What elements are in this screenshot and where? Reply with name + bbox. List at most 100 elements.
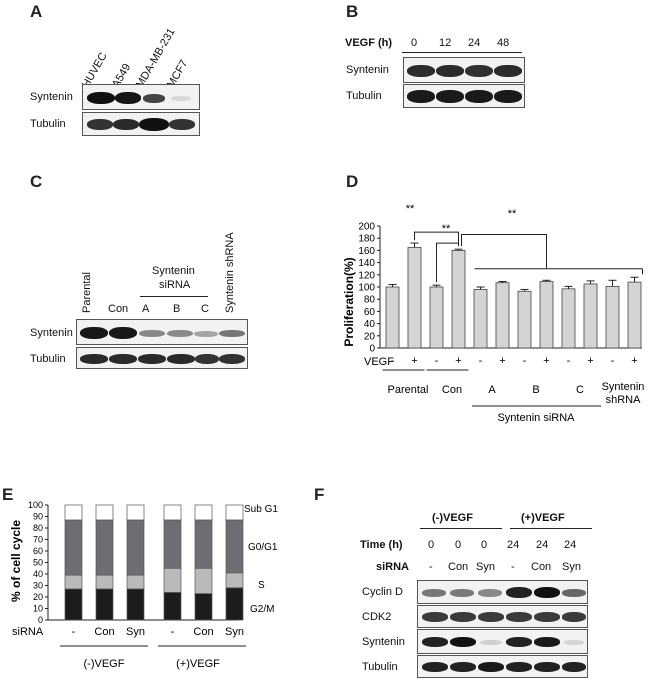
panel-d-letter: D [346,172,359,191]
d-group-c: C [576,384,584,396]
f-time-2: 0 [455,539,462,551]
f-group-plus: (+)VEGF [521,512,565,524]
timepoint-underline [402,52,522,53]
e-bar-segment [95,519,114,576]
panel-f-letter: F [314,485,325,504]
row-label-tubulin-c: Tubulin [30,353,66,365]
row-label-syntenin-a: Syntenin [30,91,73,103]
row-label-cyclind: Cyclin D [362,586,403,598]
e-y-tick-label: 80 [33,523,43,533]
blot-b-syntenin [403,57,525,83]
d-y-tick-label: 140 [358,258,375,269]
e-phase-subg1: Sub G1 [244,504,278,515]
d-y-tick-label: 80 [364,295,376,306]
f-minus-line [420,528,502,529]
d-bar [605,285,620,349]
e-y-tick-label: 40 [33,569,43,579]
blot-b-tubulin [403,84,525,108]
timepoint-24: 24 [468,37,481,49]
d-x-tick-label: - [435,355,439,367]
blot-c-syntenin [76,319,248,345]
e-phase-g0g1: G0/G1 [248,542,278,553]
f-time-1: 0 [428,539,435,551]
e-x-tick-label: Syn [225,626,244,638]
f-time-4: 24 [507,539,520,551]
e-sirna-label: siRNA [12,626,44,638]
d-bar [429,286,444,349]
e-bar-segment [95,574,114,590]
e-ylabel: % of cell cycle [9,520,23,602]
f-sirna-label: siRNA [376,561,410,573]
e-x-tick-label: - [171,626,175,638]
row-label-tubulin-f: Tubulin [362,661,398,673]
e-bar-segment [126,519,145,576]
f-time-label: Time (h) [360,539,403,551]
blot-f-syntenin [417,629,588,654]
d-y-tick-label: 20 [364,331,376,342]
e-x-tick-label: Syn [126,626,145,638]
timepoint-0: 0 [411,37,418,49]
d-bar [583,283,598,349]
d-x-tick-label: - [611,355,615,367]
f-time-6: 24 [564,539,577,551]
f-sirna-1: - [429,561,433,573]
d-x-tick-label: - [567,355,571,367]
e-bar-segment [163,592,182,621]
panel-e-letter: E [2,485,14,504]
e-group-minus: (-)VEGF [84,658,125,670]
e-y-tick-label: 70 [33,535,43,545]
d-y-tick-label: 120 [358,270,375,281]
d-bar [407,246,422,349]
d-x-tick-label: + [543,355,549,367]
d-y-tick-label: 180 [358,234,375,245]
e-bar-segment [163,519,182,569]
e-bar-segment [225,587,244,621]
d-bar [517,290,532,349]
lane-label-shrna-c: Syntenin shRNA [224,232,236,313]
f-sirna-4: - [511,561,515,573]
f-sirna-6: Syn [562,561,581,573]
d-x-tick-label: - [391,355,395,367]
e-bar-segment [194,519,213,569]
row-label-syntenin-b: Syntenin [346,64,389,76]
d-group-shrna-1: Syntenin [602,381,645,393]
d-bar [495,282,510,349]
blot-f-cyclind [417,580,588,604]
panel-c-letter: C [30,172,43,191]
e-bar-segment [95,588,114,621]
d-vegf-label: VEGF [364,356,394,368]
e-bar-segment [163,504,182,521]
row-label-syntenin-f: Syntenin [362,636,405,648]
d-bar [385,286,400,349]
d-y-tick-label: 160 [358,246,375,257]
e-x-tick-label: - [72,626,76,638]
e-y-tick-label: 90 [33,512,43,522]
d-group-parental: Parental [388,384,429,396]
d-sig-1: ** [406,203,415,215]
d-x-tick-label: + [455,355,461,367]
vegf-hours-label: VEGF (h) [345,37,393,49]
row-label-cdk2: CDK2 [362,611,392,623]
sirna-group-line1: Syntenin [152,265,195,277]
e-bar-segment [194,567,213,594]
e-bar-segment [64,574,83,590]
d-group-con: Con [442,384,462,396]
blot-f-tubulin [417,655,588,678]
blot-a-syntenin [82,84,200,110]
e-bar-segment [194,504,213,521]
d-bar [539,281,554,349]
d-group-b: B [532,384,539,396]
d-sirna-label: Syntenin siRNA [497,412,575,424]
e-bar-segment [225,519,244,574]
lane-label-sirna-b: B [173,303,181,315]
d-bracket-3 [461,234,547,269]
lane-label-parental-c: Parental [81,272,93,313]
d-x-tick-label: + [499,355,505,367]
d-bar [451,250,466,349]
f-sirna-5: Con [531,561,552,573]
e-bar-segment [95,504,114,521]
e-bar-segment [225,572,244,589]
d-bar [627,281,642,349]
d-x-tick-label: + [631,355,637,367]
